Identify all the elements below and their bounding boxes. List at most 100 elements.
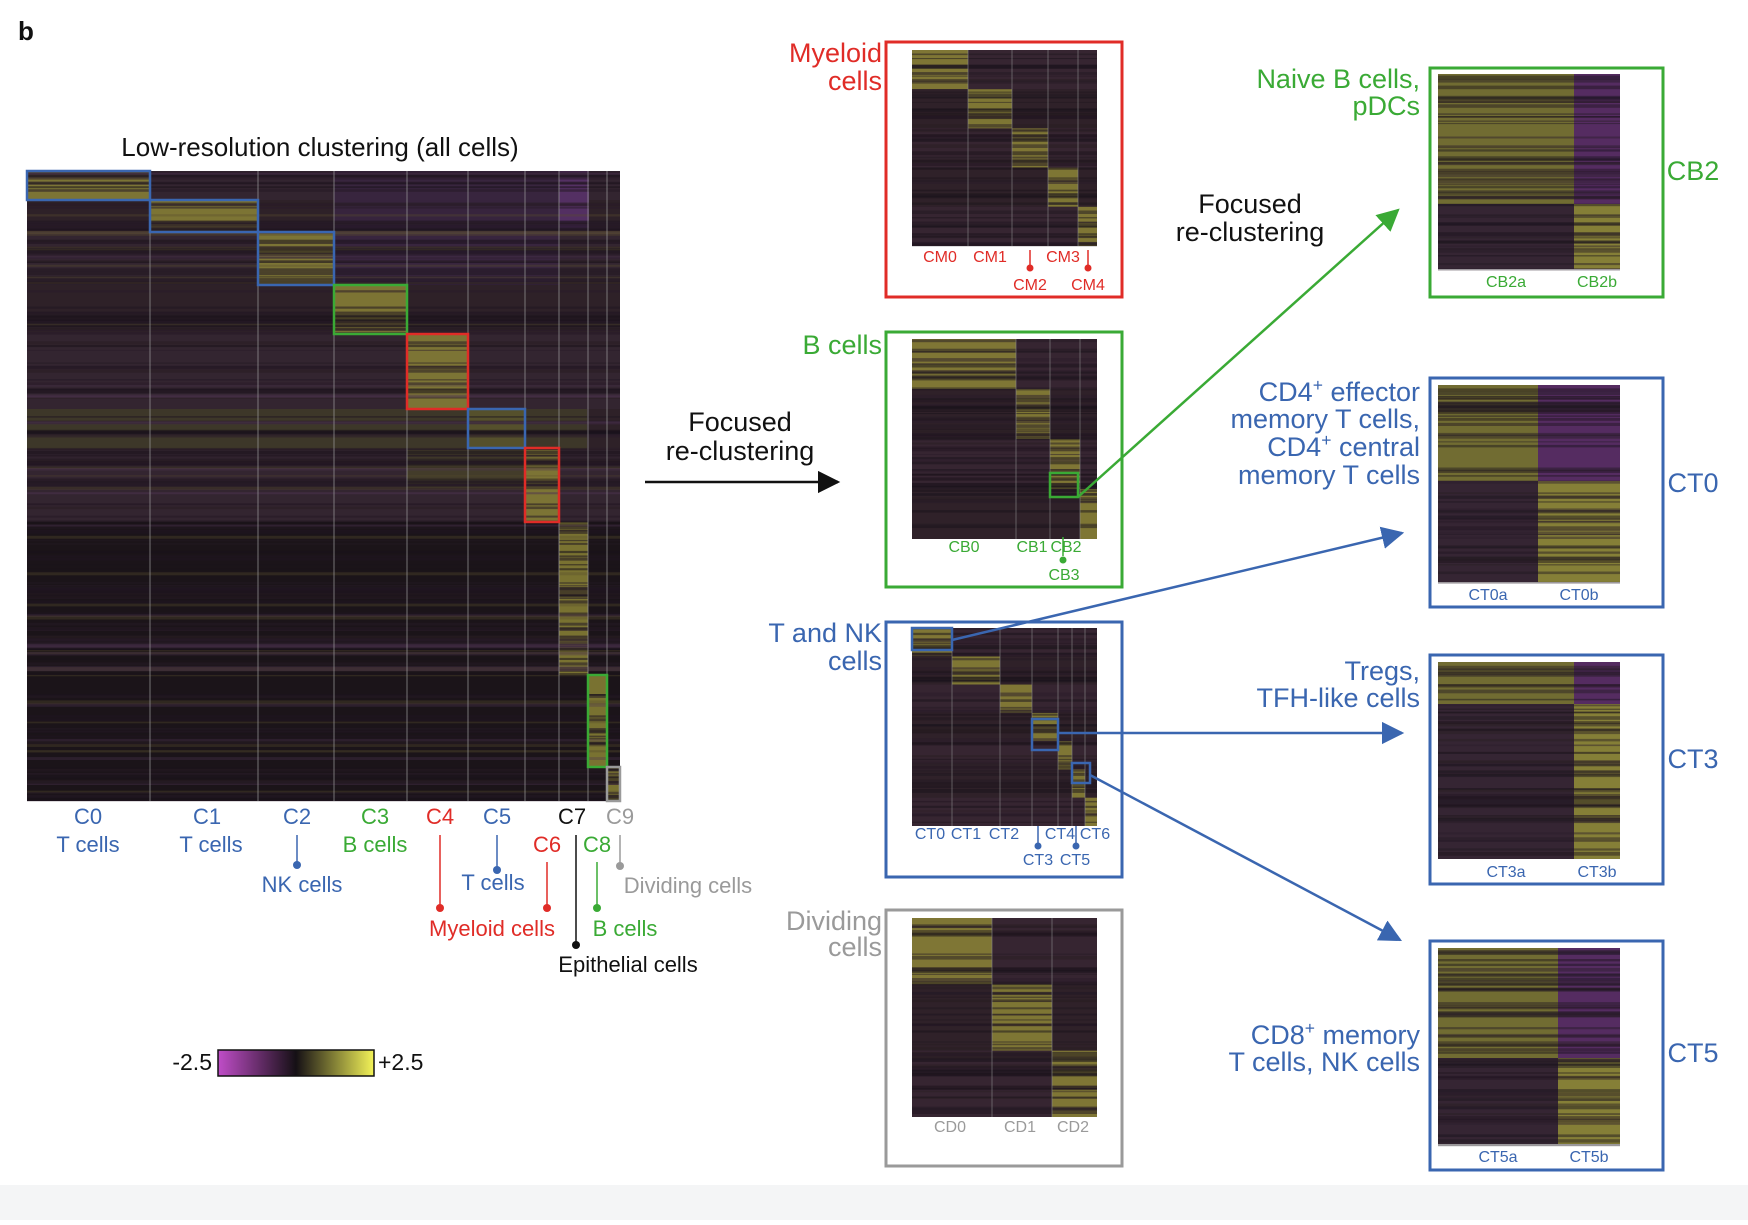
- heatmap-texture-line: [1438, 444, 1620, 448]
- heatmap-texture-line: [27, 643, 620, 648]
- heatmap-texture-line: [1438, 1044, 1620, 1046]
- heatmap-texture-line: [27, 389, 620, 394]
- ct3-label-line1: Tregs,: [1344, 656, 1420, 686]
- heatmap-texture-line: [912, 955, 1097, 960]
- heatmap-texture-line: [27, 757, 620, 760]
- heatmap-texture-line: [1438, 232, 1620, 236]
- heatmap-texture-line: [912, 673, 1097, 675]
- heatmap-texture-line: [912, 108, 1097, 111]
- cluster-id-c5: C5: [483, 804, 511, 829]
- heatmap-texture-line: [27, 728, 620, 731]
- heatmap-texture-line: [27, 639, 620, 642]
- heatmap-texture-line: [912, 765, 1097, 769]
- heatmap-texture-line: [1438, 770, 1620, 773]
- heatmap-texture-line: [27, 492, 620, 495]
- heatmap-texture-line: [912, 406, 1097, 410]
- cb2-block-b-high: [1574, 204, 1620, 269]
- heatmap-texture-line: [912, 658, 1097, 661]
- heatmap-texture-line: [912, 978, 1097, 982]
- ct3-label-line2: TFH-like cells: [1256, 683, 1420, 713]
- heatmap-texture-line: [1438, 1092, 1620, 1096]
- heatmap-texture-line: [27, 783, 620, 785]
- heatmap-texture-line: [1438, 805, 1620, 809]
- heatmap-texture-line: [912, 821, 1097, 823]
- heatmap-texture-line: [912, 210, 1097, 214]
- heatmap-texture-line: [1438, 980, 1620, 982]
- heatmap-texture-line: [27, 276, 620, 278]
- heatmap-texture-line: [912, 134, 1097, 138]
- heatmap-texture-line: [1438, 751, 1620, 754]
- heatmap-texture-line: [27, 635, 620, 638]
- heatmap-texture-line: [912, 677, 1097, 679]
- heatmap-texture-line: [27, 478, 620, 480]
- heatmap-texture-line: [27, 741, 620, 745]
- heatmap-texture-line: [27, 214, 620, 217]
- heatmap-texture-line: [912, 706, 1097, 709]
- heatmap-texture-line: [1438, 85, 1620, 90]
- heatmap-texture-line: [912, 973, 1097, 975]
- heatmap-texture-line: [912, 724, 1097, 727]
- heatmap-texture-line: [1438, 515, 1620, 519]
- myeloid-leader-dot: [1026, 264, 1034, 272]
- heatmap-texture-line: [27, 775, 620, 778]
- heatmap-texture-line: [1438, 241, 1620, 244]
- heatmap-texture-line: [1438, 1014, 1620, 1018]
- heatmap-texture-line: [1438, 162, 1620, 164]
- dividing-label-line1: Dividing: [786, 906, 882, 936]
- heatmap-texture-line: [912, 80, 1097, 84]
- heatmap-texture-line: [912, 413, 1097, 415]
- heatmap-texture-line: [1438, 526, 1620, 530]
- heatmap-texture-line: [912, 1074, 1097, 1076]
- heatmap-texture-line: [1438, 712, 1620, 714]
- heatmap-texture-line: [912, 387, 1097, 391]
- heatmap-texture-line: [912, 403, 1097, 407]
- heatmap-texture-line: [27, 420, 620, 425]
- cluster-id-c2: C2: [283, 804, 311, 829]
- heatmap-texture-line: [27, 539, 620, 542]
- heatmap-texture-line: [27, 466, 620, 468]
- heatmap-texture-line: [912, 726, 1097, 731]
- main-heatmap-cluster-box: [332, 283, 409, 336]
- heatmap-texture-line: [27, 524, 620, 527]
- heatmap-texture-line: [1438, 441, 1620, 443]
- cluster-id-c8: C8: [583, 832, 611, 857]
- page-bottom-band: [0, 1185, 1748, 1220]
- heatmap-texture-line: [1438, 161, 1620, 165]
- heatmap-texture-line: [912, 72, 1097, 74]
- heatmap-texture-line: [912, 473, 1097, 476]
- heatmap-texture-line: [1438, 237, 1620, 239]
- heatmap-texture-line: [1438, 520, 1620, 523]
- heatmap-texture-line: [27, 366, 620, 369]
- focused-reclustering-label-2: Focused re-clustering: [1176, 189, 1325, 247]
- heatmap-texture-line: [912, 151, 1097, 156]
- c5-dot: [493, 866, 501, 874]
- tnk-cluster-ct5: CT5: [1060, 852, 1090, 869]
- tnk-diagonal-block: [1085, 797, 1097, 826]
- main-heatmap-cluster-box: [256, 230, 336, 287]
- heatmap-texture-line: [27, 735, 620, 738]
- heatmap-texture-line: [1438, 1007, 1620, 1009]
- heatmap-texture-line: [912, 177, 1097, 179]
- bcells-cluster-cb2: CB2: [1050, 539, 1081, 556]
- heatmap-texture-line: [1438, 851, 1620, 856]
- cluster-id-c3: C3: [361, 804, 389, 829]
- heatmap-texture-line: [27, 776, 620, 780]
- heatmap-texture-line: [1438, 534, 1620, 535]
- cluster-id-c1: C1: [193, 804, 221, 829]
- heatmap-texture-line: [1438, 184, 1620, 186]
- heatmap-texture-line: [912, 469, 1097, 473]
- myeloid-label-line1: Myeloid: [789, 38, 882, 68]
- heatmap-texture-line: [27, 492, 620, 494]
- heatmap-texture-line: [912, 489, 1097, 492]
- bcells-diagonal-block: [1080, 489, 1097, 539]
- heatmap-texture-line: [27, 229, 620, 232]
- heatmap-texture-line: [27, 797, 620, 802]
- heatmap-texture-line: [1438, 417, 1620, 421]
- cluster-id-c0: C0: [74, 804, 102, 829]
- tnk-cluster-ct3: CT3: [1023, 852, 1053, 869]
- heatmap-texture-line: [27, 542, 620, 545]
- heatmap-texture-line: [27, 327, 620, 329]
- cluster-type-c5: T cells: [461, 870, 524, 895]
- heatmap-texture-line: [27, 674, 620, 677]
